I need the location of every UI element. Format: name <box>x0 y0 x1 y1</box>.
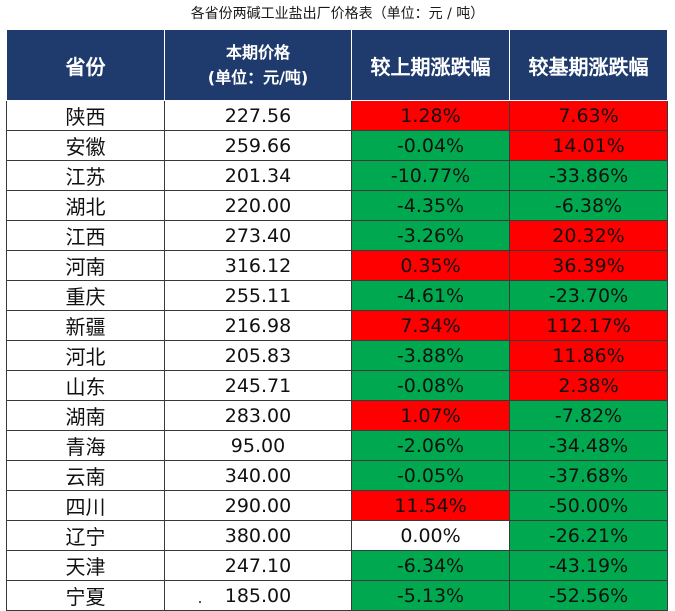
cell-price: 185.00 <box>164 580 352 611</box>
table-row: 江苏 201.34 -10.77% -33.86% <box>6 160 668 191</box>
cell-vs-base: 2.38% <box>509 370 668 401</box>
header-vs-previous: 较上期涨跌幅 <box>351 29 510 101</box>
table-row: 新疆 216.98 7.34% 112.17% <box>6 310 668 341</box>
cell-province: 天津 <box>6 550 165 581</box>
cell-price: 380.00 <box>164 520 352 551</box>
cell-price: 205.83 <box>164 340 352 371</box>
cell-vs-previous: 1.28% <box>351 100 510 131</box>
cell-province: 重庆 <box>6 280 165 311</box>
cell-vs-base: 7.63% <box>509 100 668 131</box>
cell-province: 宁夏 <box>6 580 165 611</box>
cell-vs-base: -52.56% <box>509 580 668 611</box>
cell-vs-previous: -0.08% <box>351 370 510 401</box>
table-caption: 各省份两碱工业盐出厂价格表（单位：元 / 吨） <box>190 6 485 22</box>
cell-vs-previous: -5.13% <box>351 580 510 611</box>
price-table: 省份 本期价格 (单位：元/吨) 较上期涨跌幅 较基期涨跌幅 陕西 227.56 1… <box>6 29 668 611</box>
header-vs-base: 较基期涨跌幅 <box>509 29 668 101</box>
header-province: 省份 <box>6 29 165 101</box>
table-row: 辽宁 380.00 0.00% -26.21% <box>6 520 668 551</box>
cell-province: 云南 <box>6 460 165 491</box>
cell-vs-base: 11.86% <box>509 340 668 371</box>
cell-vs-base: 20.32% <box>509 220 668 251</box>
table-body: 陕西 227.56 1.28% 7.63% 安徽 259.66 -0.04% 14.01% 江苏… <box>6 100 668 611</box>
table-row: 安徽 259.66 -0.04% 14.01% <box>6 130 668 161</box>
cell-price: 259.66 <box>164 130 352 161</box>
cell-vs-previous: -4.61% <box>351 280 510 311</box>
cell-price: 95.00 <box>164 430 352 461</box>
cell-vs-base: -7.82% <box>509 400 668 431</box>
cell-vs-base: -37.68% <box>509 460 668 491</box>
cell-vs-previous: 0.35% <box>351 250 510 281</box>
cell-price: 316.12 <box>164 250 352 281</box>
cell-vs-base: -26.21% <box>509 520 668 551</box>
cell-vs-base: -34.48% <box>509 430 668 461</box>
header-price: 本期价格 (单位：元/吨) <box>164 29 352 101</box>
cell-price: 273.40 <box>164 220 352 251</box>
cell-province: 陕西 <box>6 100 165 131</box>
header-row: 省份 本期价格 (单位：元/吨) 较上期涨跌幅 较基期涨跌幅 <box>6 29 668 101</box>
cell-province: 青海 <box>6 430 165 461</box>
cell-vs-previous: 7.34% <box>351 310 510 341</box>
cell-vs-previous: -6.34% <box>351 550 510 581</box>
cell-vs-base: 36.39% <box>509 250 668 281</box>
table-row: 湖南 283.00 1.07% -7.82% <box>6 400 668 431</box>
cell-vs-previous: 11.54% <box>351 490 510 521</box>
footer-mark <box>199 601 201 603</box>
header-price-unit: (单位：元/吨) <box>207 68 309 87</box>
table-row: 陕西 227.56 1.28% 7.63% <box>6 100 668 131</box>
table-row: 天津 247.10 -6.34% -43.19% <box>6 550 668 581</box>
cell-price: 340.00 <box>164 460 352 491</box>
cell-province: 山东 <box>6 370 165 401</box>
table-row: 河南 316.12 0.35% 36.39% <box>6 250 668 281</box>
cell-vs-base: -33.86% <box>509 160 668 191</box>
cell-price: 247.10 <box>164 550 352 581</box>
cell-price: 201.34 <box>164 160 352 191</box>
cell-vs-base: 112.17% <box>509 310 668 341</box>
cell-price: 290.00 <box>164 490 352 521</box>
table-row: 湖北 220.00 -4.35% -6.38% <box>6 190 668 221</box>
cell-province: 湖北 <box>6 190 165 221</box>
cell-price: 245.71 <box>164 370 352 401</box>
cell-province: 河北 <box>6 340 165 371</box>
cell-vs-base: -6.38% <box>509 190 668 221</box>
table-row: 宁夏 185.00 -5.13% -52.56% <box>6 580 668 611</box>
cell-province: 江西 <box>6 220 165 251</box>
table-header: 省份 本期价格 (单位：元/吨) 较上期涨跌幅 较基期涨跌幅 <box>6 29 668 101</box>
cell-province: 湖南 <box>6 400 165 431</box>
cell-price: 227.56 <box>164 100 352 131</box>
cell-vs-previous: -4.35% <box>351 190 510 221</box>
cell-vs-base: -50.00% <box>509 490 668 521</box>
cell-vs-previous: -3.88% <box>351 340 510 371</box>
cell-vs-previous: -0.04% <box>351 130 510 161</box>
cell-province: 河南 <box>6 250 165 281</box>
table-row: 河北 205.83 -3.88% 11.86% <box>6 340 668 371</box>
header-price-title: 本期价格 <box>225 43 290 62</box>
cell-vs-previous: -2.06% <box>351 430 510 461</box>
cell-price: 283.00 <box>164 400 352 431</box>
cell-province: 安徽 <box>6 130 165 161</box>
table-row: 山东 245.71 -0.08% 2.38% <box>6 370 668 401</box>
cell-province: 四川 <box>6 490 165 521</box>
cell-vs-base: -43.19% <box>509 550 668 581</box>
cell-vs-previous: 1.07% <box>351 400 510 431</box>
table-row: 青海 95.00 -2.06% -34.48% <box>6 430 668 461</box>
table-row: 云南 340.00 -0.05% -37.68% <box>6 460 668 491</box>
table-row: 江西 273.40 -3.26% 20.32% <box>6 220 668 251</box>
cell-vs-previous: 0.00% <box>351 520 510 551</box>
cell-province: 江苏 <box>6 160 165 191</box>
cell-price: 220.00 <box>164 190 352 221</box>
cell-price: 255.11 <box>164 280 352 311</box>
table-row: 重庆 255.11 -4.61% -23.70% <box>6 280 668 311</box>
cell-vs-previous: -3.26% <box>351 220 510 251</box>
cell-vs-base: 14.01% <box>509 130 668 161</box>
cell-province: 辽宁 <box>6 520 165 551</box>
cell-price: 216.98 <box>164 310 352 341</box>
table-row: 四川 290.00 11.54% -50.00% <box>6 490 668 521</box>
cell-province: 新疆 <box>6 310 165 341</box>
cell-vs-base: -23.70% <box>509 280 668 311</box>
cell-vs-previous: -10.77% <box>351 160 510 191</box>
cell-vs-previous: -0.05% <box>351 460 510 491</box>
